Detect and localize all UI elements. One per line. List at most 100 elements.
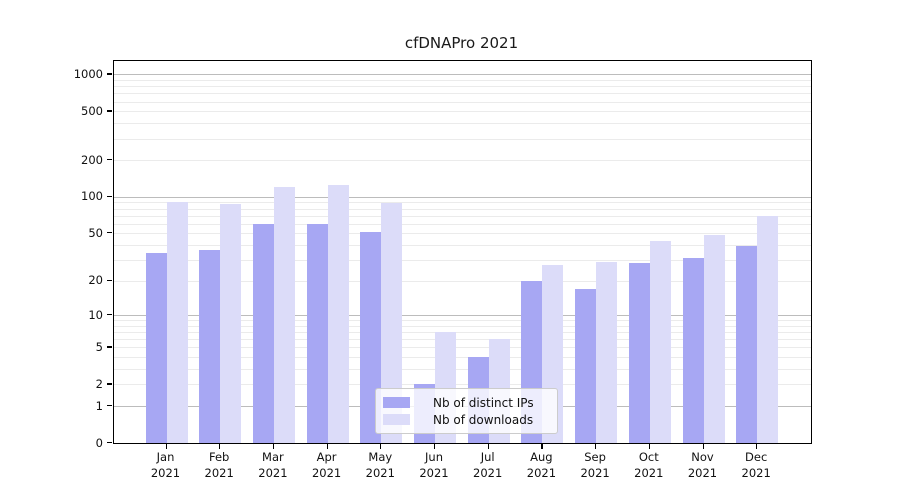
y-axis-tick-label: 0 [95,435,103,450]
gridline-minor [114,111,811,113]
x-tick-month: Oct [638,450,659,464]
y-tick-mark [107,442,112,444]
bar-distinct-ips [252,223,274,443]
x-axis-tick-label: Feb 2021 [189,450,249,481]
x-tick-year: 2021 [258,465,288,480]
gridline-minor [114,233,811,235]
x-tick-year: 2021 [634,465,664,480]
x-tick-month: Feb [209,450,230,464]
x-axis-tick-label: Mar 2021 [243,450,303,481]
x-tick-mark [541,443,543,449]
x-tick-mark [165,443,167,449]
gridline-minor [114,160,811,162]
x-tick-year: 2021 [419,465,449,480]
x-axis-tick-label: Nov 2021 [673,450,733,481]
x-axis-tick-label: Jun 2021 [404,450,464,481]
gridline-major [114,196,811,198]
x-tick-month: Aug [530,450,553,464]
y-axis-tick-label: 10 [88,307,103,322]
y-tick-mark [107,159,112,161]
x-tick-month: Jul [480,450,495,464]
x-tick-month: Mar [262,450,284,464]
gridline-minor [114,223,811,225]
x-tick-month: Jan [156,450,175,464]
gridline-minor [114,138,811,140]
x-tick-mark [380,443,382,449]
x-axis-tick-label: Jan 2021 [136,450,196,481]
y-tick-mark [107,405,112,407]
bar-downloads [273,187,295,443]
x-axis-tick-label: Sep 2021 [565,450,625,481]
gridline-minor [114,320,811,322]
gridline-minor [114,80,811,82]
y-tick-mark [107,73,112,75]
legend: Nb of distinct IPs Nb of downloads [375,388,558,434]
bar-downloads [703,235,725,443]
x-tick-month: Dec [745,450,768,464]
gridline-major [114,74,811,76]
legend-label: Nb of distinct IPs [433,395,534,410]
x-tick-mark [434,443,436,449]
x-axis-tick-label: Oct 2021 [619,450,679,481]
bar-downloads [596,261,618,443]
y-tick-mark [107,279,112,281]
gridline-minor [114,325,811,327]
gridline-minor [114,93,811,95]
y-axis-tick-label: 1000 [73,66,103,81]
x-tick-month: May [368,450,393,464]
gridline-minor [114,86,811,88]
gridline-minor [114,332,811,334]
x-tick-year: 2021 [526,465,557,480]
x-tick-mark [487,443,489,449]
bar-distinct-ips [575,288,597,443]
y-tick-mark [107,232,112,234]
gridline-minor [114,357,811,359]
gridline-minor [114,369,811,371]
y-axis-tick-label: 1 [95,398,103,413]
gridline-minor [114,215,811,217]
bar-distinct-ips [736,246,758,443]
y-axis-tick-label: 50 [88,225,103,240]
y-axis-tick-label: 2 [95,376,103,391]
y-axis-tick-label: 100 [81,189,103,204]
x-axis-tick-label: Aug 2021 [511,450,571,481]
legend-swatch [383,414,410,425]
y-tick-mark [107,346,112,348]
x-axis-tick-label: Jul 2021 [458,450,518,481]
x-tick-mark [648,443,650,449]
gridline-minor [114,244,811,246]
gridline-minor [114,259,811,261]
x-tick-year: 2021 [150,465,181,480]
bar-distinct-ips [628,263,650,443]
bar-downloads [220,203,242,443]
bar-downloads [757,215,779,443]
legend-item: Nb of downloads [383,411,549,428]
x-tick-month: Nov [691,450,714,464]
y-axis-tick-label: 500 [81,103,103,118]
legend-swatch [383,397,410,408]
gridline-minor [114,202,811,204]
x-tick-year: 2021 [473,465,503,480]
plot-area: Nb of distinct IPs Nb of downloads [113,60,812,444]
y-tick-mark [107,195,112,197]
x-tick-mark [272,443,275,449]
x-tick-mark [702,443,704,449]
x-tick-mark [219,443,221,449]
x-tick-year: 2021 [687,465,718,480]
x-tick-year: 2021 [365,465,395,480]
bar-distinct-ips [306,223,328,443]
y-axis-tick-label: 20 [88,273,103,288]
chart-title: cfDNAPro 2021 [404,34,519,52]
x-tick-year: 2021 [204,465,234,480]
x-tick-month: Sep [584,450,606,464]
gridline-minor [114,208,811,210]
gridline-minor [114,280,811,282]
x-tick-year: 2021 [580,465,610,480]
legend-label: Nb of downloads [433,412,534,427]
y-tick-mark [107,110,112,112]
legend-item: Nb of distinct IPs [383,394,549,411]
gridline-minor [114,339,811,341]
x-axis-tick-label: Dec 2021 [726,450,786,481]
x-tick-mark [595,443,597,449]
